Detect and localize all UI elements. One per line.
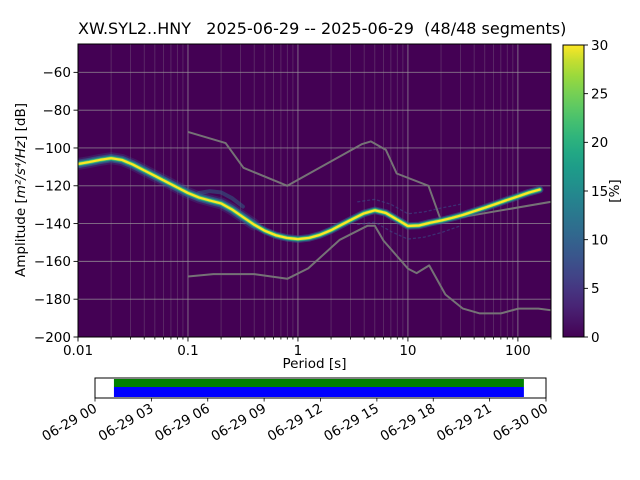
percentile-lower [357,221,462,240]
timeline-tick-label: 06-29 21 [434,401,495,445]
timeline-tick-label: 06-30 00 [490,401,551,445]
x-tick-label: 100 [505,343,531,359]
timeline-tick-label: 06-29 09 [209,401,270,445]
timeline-coverage-top [113,379,524,387]
x-tick-label: 0.1 [177,343,198,359]
colorbar-tick-label: 20 [591,135,608,151]
noise-model-low [187,224,551,315]
y-tick-label: −160 [34,254,71,270]
colorbar-tick-label: 5 [591,281,600,297]
x-tick-label: 10 [399,343,416,359]
x-axis-ticks: 0.01 0.1 1 10 100 [63,337,552,359]
psd-band-layer [78,157,541,241]
x-axis-label: Period [s] [282,356,347,372]
percentile-upper [357,198,462,215]
colorbar: 0 5 10 15 20 25 30 [562,38,608,346]
y-tick-label: −100 [34,141,71,157]
secondary-mode-0.2s [197,189,245,209]
timeline-tick-label: 06-29 03 [96,401,157,445]
x-tick-label: 0.01 [63,343,93,359]
noise-model-high [187,130,551,222]
timeline-tick-label: 06-29 06 [152,401,213,445]
y-axis-ticks: −200 −180 −160 −140 −120 −100 −80 −60 [34,65,78,346]
timeline-coverage-bottom [113,387,524,397]
plot-background [78,44,551,337]
y-tick-label: −60 [43,65,72,81]
colorbar-tick-label: 10 [591,232,608,248]
y-tick-label: −80 [43,103,72,119]
y-tick-label: −180 [34,292,71,308]
chart-title: XW.SYL2..HNY 2025-06-29 -- 2025-06-29 (4… [78,19,567,38]
timeline-tick-label: 06-29 12 [265,401,326,445]
y-tick-label: −200 [34,330,71,346]
timeline-tick-label: 06-29 18 [378,401,439,445]
colorbar-tick-label: 0 [591,330,600,346]
colorbar-tick-label: 25 [591,86,608,102]
colorbar-tick-label: 30 [591,38,608,54]
plot-frame [77,43,552,338]
timeline-tick-label: 06-29 15 [321,401,382,445]
colorbar-gradient [563,45,584,337]
y-tick-label: −120 [34,179,71,195]
curves [78,130,551,315]
y-tick-label: −140 [34,216,71,232]
colorbar-label: [%] [607,179,623,202]
timeline-tick-label: 06-29 00 [39,401,100,445]
x-tick-label: 1 [294,343,303,359]
plot-generated: 0.01 0.1 1 10 100−200−180−160−140−120−100−80… [34,38,608,445]
colorbar-tick-label: 15 [591,184,608,200]
